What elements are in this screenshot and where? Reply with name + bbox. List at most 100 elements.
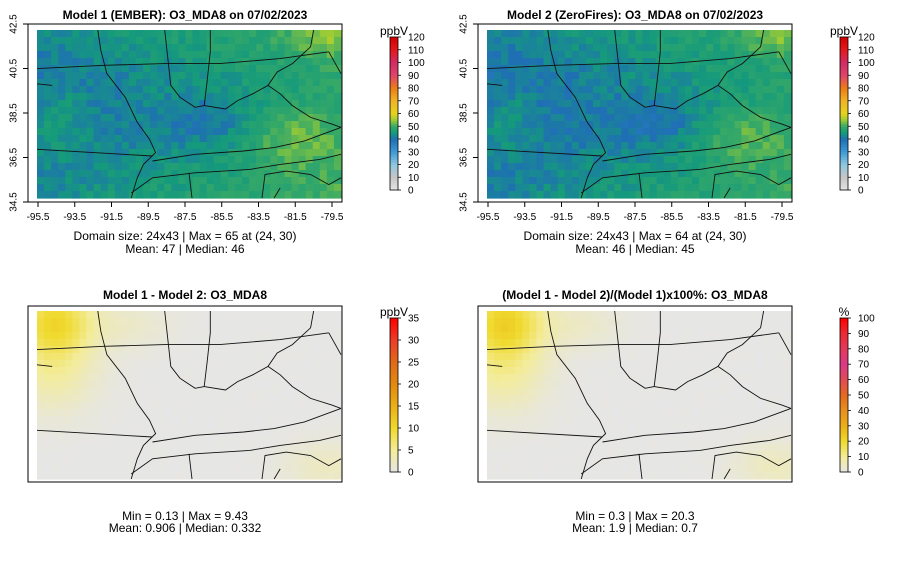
heatmap-cell <box>684 311 693 319</box>
colorbar-segment <box>390 187 398 191</box>
heatmap-cell <box>37 402 45 410</box>
heatmap-cell <box>550 374 559 382</box>
heatmap-cell <box>769 318 778 326</box>
heatmap-cell <box>783 149 792 157</box>
heatmap-cell <box>607 100 615 108</box>
heatmap-cell <box>692 465 700 473</box>
heatmap-cell <box>192 44 201 52</box>
heatmap-cell <box>86 93 95 101</box>
heatmap-cell <box>585 311 594 319</box>
heatmap-cell <box>585 437 594 445</box>
colorbar-segment <box>390 446 398 450</box>
heatmap-cell <box>670 163 679 171</box>
heatmap-cell <box>107 423 116 431</box>
heatmap-cell <box>776 381 785 389</box>
heatmap-cell <box>100 416 109 424</box>
heatmap-cell <box>93 142 102 150</box>
heatmap-cell <box>157 360 165 368</box>
colorbar-segment <box>390 65 398 69</box>
heatmap-cell <box>242 353 250 361</box>
heatmap-cell <box>734 37 743 45</box>
heatmap-cell <box>699 416 707 424</box>
heatmap-cell <box>135 37 144 45</box>
heatmap-cell <box>277 318 286 326</box>
heatmap-cells <box>37 311 342 480</box>
heatmap-cell <box>100 423 109 431</box>
heatmap-cell <box>150 381 158 389</box>
heatmap-cell <box>522 156 531 164</box>
state-boundary-line <box>778 332 792 355</box>
heatmap-cell <box>312 149 321 157</box>
heatmap-cell <box>178 318 187 326</box>
heatmap-cell <box>220 409 229 417</box>
heatmap-cell <box>600 437 608 445</box>
heatmap-cell <box>543 114 552 122</box>
heatmap-cell <box>220 388 229 396</box>
heatmap-cell <box>185 444 194 452</box>
heatmap-cell <box>44 437 52 445</box>
heatmap-cell <box>72 142 81 150</box>
heatmap-cell <box>593 163 601 171</box>
colorbar-segment <box>390 454 398 458</box>
heatmap-cell <box>734 416 743 424</box>
heatmap-cell <box>487 374 495 382</box>
heatmap-cell <box>79 184 88 192</box>
heatmap-cell <box>557 121 566 129</box>
heatmap-cell <box>585 191 594 199</box>
heatmap-cell <box>333 37 342 45</box>
heatmap-cell <box>72 416 81 424</box>
heatmap-cell <box>249 332 257 340</box>
heatmap-cell <box>755 177 764 185</box>
heatmap-cell <box>494 44 502 52</box>
heatmap-cell <box>699 142 707 150</box>
heatmap-cell <box>65 346 73 354</box>
heatmap-cell <box>263 135 271 143</box>
heatmap-cell <box>713 374 721 382</box>
heatmap-cell <box>256 79 264 87</box>
colorbar-tick-label: 100 <box>858 58 875 69</box>
heatmap-cell <box>72 451 81 459</box>
heatmap-cell <box>635 65 644 73</box>
heatmap-cell <box>656 121 665 129</box>
heatmap-cell <box>51 458 59 466</box>
heatmap-cell <box>515 51 523 59</box>
heatmap-cell <box>143 30 151 38</box>
heatmap-cell <box>284 465 293 473</box>
heatmap-cell <box>319 423 328 431</box>
state-boundary-line <box>261 451 342 480</box>
heatmap-cell <box>326 353 335 361</box>
heatmap-cell <box>242 451 250 459</box>
heatmap-cell <box>501 444 509 452</box>
heatmap-cell <box>684 353 693 361</box>
heatmap-cell <box>65 360 73 368</box>
heatmap-cell <box>249 318 257 326</box>
heatmap-cell <box>487 325 495 333</box>
heatmap-cell <box>319 114 328 122</box>
heatmap-cell <box>121 79 130 87</box>
heatmap-cell <box>135 184 144 192</box>
heatmap-cell <box>319 93 328 101</box>
heatmap-cell <box>199 114 208 122</box>
heatmap-cell <box>720 332 728 340</box>
heatmap-cell <box>621 37 629 45</box>
heatmap-cell <box>748 395 757 403</box>
heatmap-cell <box>755 128 764 136</box>
heatmap-cell <box>649 177 658 185</box>
heatmap-cell <box>748 360 757 368</box>
heatmap-cell <box>706 423 714 431</box>
heatmap-cell <box>114 402 123 410</box>
heatmap-cell <box>692 444 700 452</box>
heatmap-cell <box>185 416 194 424</box>
heatmap-cell <box>684 458 693 466</box>
heatmap-cell <box>256 472 264 480</box>
heatmap-cell <box>593 332 601 340</box>
heatmap-cell <box>720 437 728 445</box>
heatmap-cell <box>550 44 559 52</box>
heatmap-cell <box>741 430 750 438</box>
heatmap-cell <box>326 128 335 136</box>
heatmap-cell <box>37 409 45 417</box>
heatmap-cell <box>114 44 123 52</box>
heatmap-cell <box>164 437 172 445</box>
colorbar-segment <box>840 392 848 396</box>
heatmap-cell <box>37 332 45 340</box>
